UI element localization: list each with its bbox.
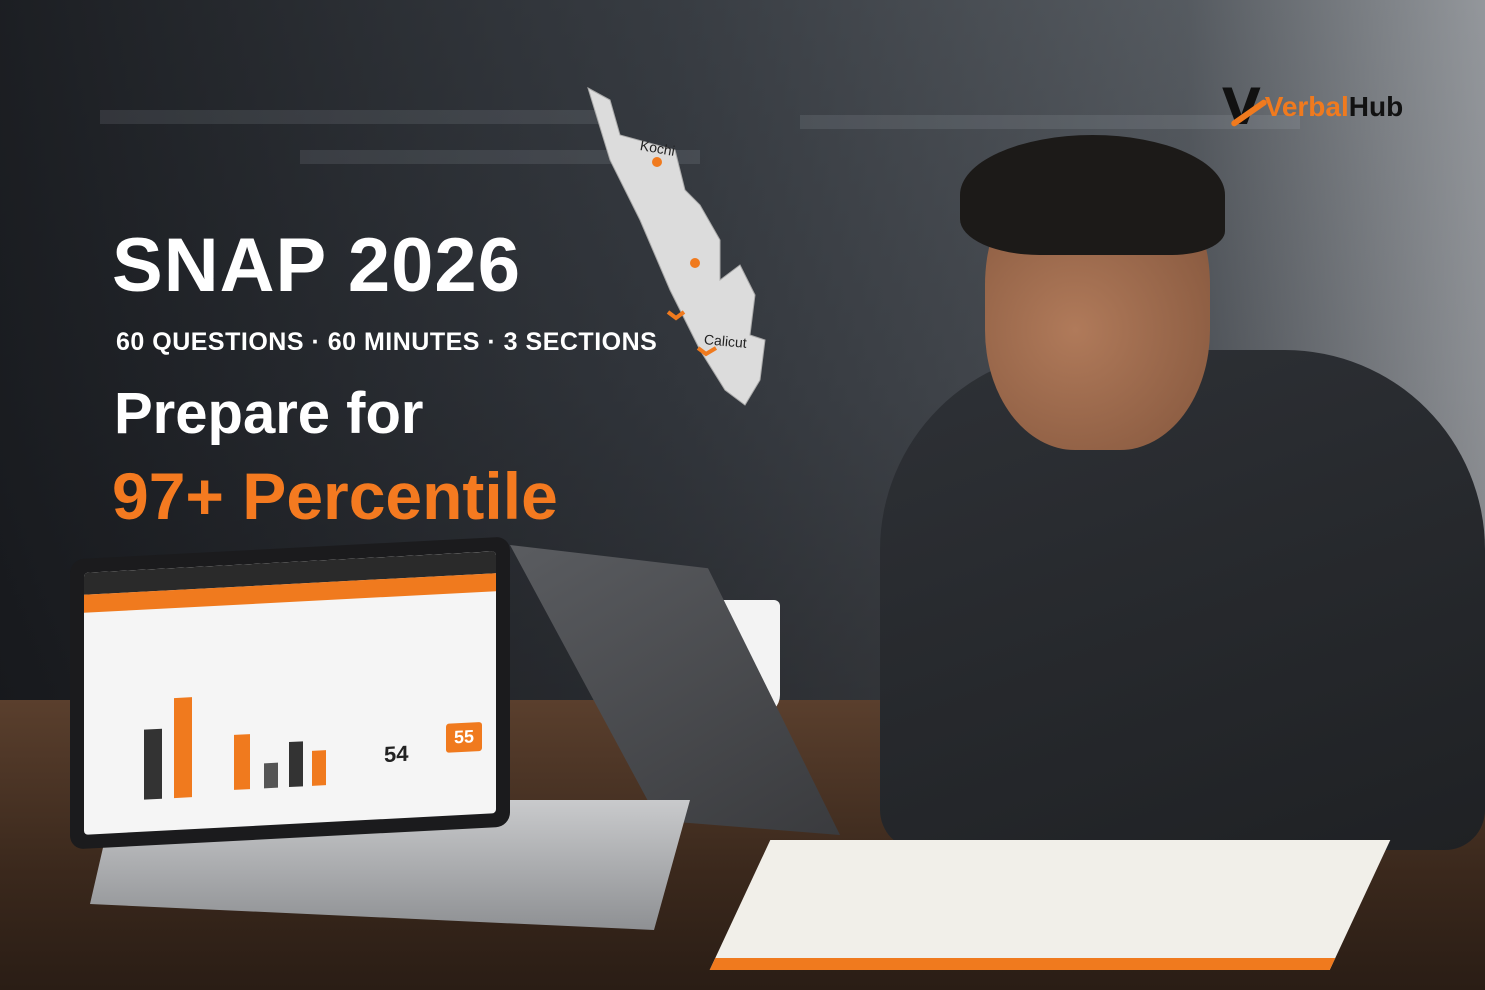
kerala-map (587, 86, 766, 406)
bar (174, 697, 192, 799)
person-shirt (880, 350, 1485, 850)
logo-text-verbal: Verbal (1264, 91, 1349, 122)
headline-line2: 97+ Percentile (112, 459, 558, 533)
logo-text-hub: Hub (1348, 91, 1404, 122)
bar (289, 741, 303, 788)
headline-subtitle: 60 QUESTIONS · 60 MINUTES · 3 SECTIONS (116, 328, 658, 356)
bar (234, 734, 250, 790)
shelf (800, 115, 1300, 129)
person-hair (960, 135, 1225, 255)
logo-mark: V (1222, 78, 1261, 136)
score-value: 54 (384, 740, 409, 768)
verbalhub-logo: V VerbalHub (1222, 82, 1403, 132)
bar (264, 762, 278, 789)
headline-title: SNAP 2026 (112, 223, 521, 308)
bar (312, 750, 326, 786)
laptop-screen: 54 55 (70, 536, 510, 850)
dashboard: 54 55 (84, 551, 496, 835)
score-badge: 55 (446, 721, 483, 753)
open-book (709, 840, 1391, 970)
headline-line1: Prepare for (114, 381, 424, 446)
shelf (100, 110, 600, 124)
bar (144, 728, 162, 800)
shelf (300, 150, 700, 164)
